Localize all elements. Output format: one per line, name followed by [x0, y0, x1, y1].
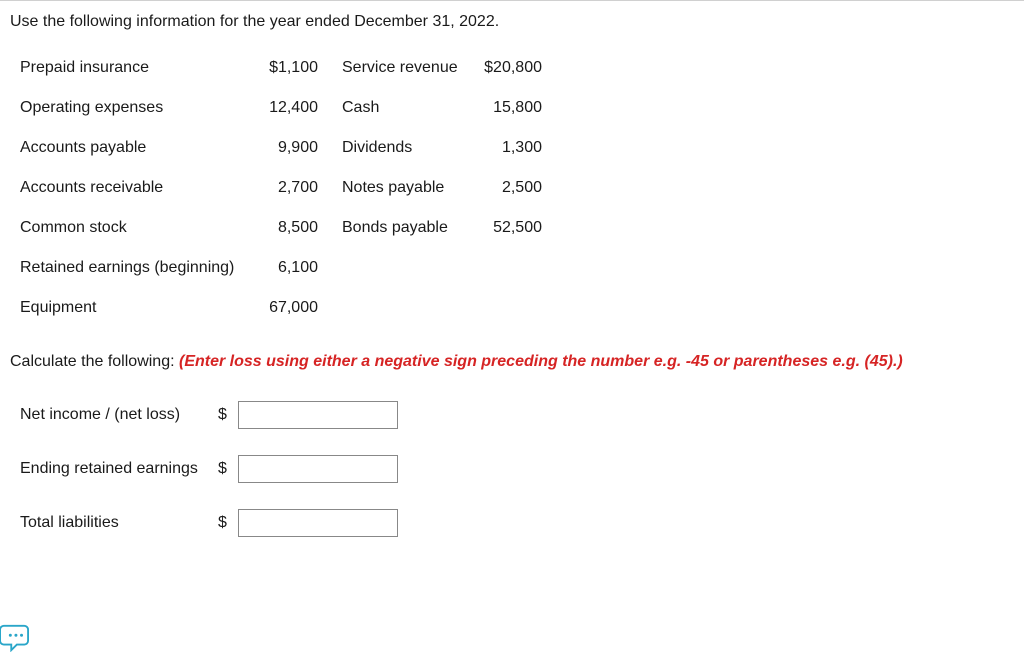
account-value: 8,500: [240, 219, 318, 237]
table-row: Accounts payable 9,900 Dividends 1,300: [20, 139, 1016, 157]
account-label: Common stock: [20, 219, 240, 237]
account-label: Service revenue: [342, 59, 472, 77]
currency-symbol: $: [218, 460, 238, 478]
net-income-input[interactable]: [238, 401, 398, 429]
table-row: Operating expenses 12,400 Cash 15,800: [20, 99, 1016, 117]
account-label: Notes payable: [342, 179, 472, 197]
calc-prefix: Calculate the following:: [10, 353, 179, 370]
table-row: Prepaid insurance $1,100 Service revenue…: [20, 59, 1016, 77]
account-value: 9,900: [240, 139, 318, 157]
account-value: 1,300: [472, 139, 542, 157]
account-label: Dividends: [342, 139, 472, 157]
table-row: Accounts receivable 2,700 Notes payable …: [20, 179, 1016, 197]
table-row: Retained earnings (beginning) 6,100: [20, 259, 1016, 277]
account-label: Accounts receivable: [20, 179, 240, 197]
currency-symbol: $: [218, 514, 238, 532]
answer-label: Total liabilities: [20, 514, 218, 532]
intro-text: Use the following information for the ye…: [10, 13, 1016, 31]
account-label: Operating expenses: [20, 99, 240, 117]
currency-symbol: $: [218, 406, 238, 424]
account-value: 12,400: [240, 99, 318, 117]
account-label: Cash: [342, 99, 472, 117]
answer-row: Total liabilities $: [20, 509, 1016, 537]
account-value: 67,000: [240, 299, 318, 317]
question-container: Use the following information for the ye…: [0, 0, 1024, 537]
account-value: 6,100: [240, 259, 318, 277]
account-label: Retained earnings (beginning): [20, 259, 240, 277]
ending-retained-earnings-input[interactable]: [238, 455, 398, 483]
answer-label: Ending retained earnings: [20, 460, 218, 478]
calc-hint: (Enter loss using either a negative sign…: [179, 353, 903, 370]
account-value: $20,800: [472, 59, 542, 77]
account-value: 15,800: [472, 99, 542, 117]
table-row: Common stock 8,500 Bonds payable 52,500: [20, 219, 1016, 237]
calculate-instruction: Calculate the following: (Enter loss usi…: [10, 353, 1016, 371]
answer-row: Net income / (net loss) $: [20, 401, 1016, 429]
account-value: 2,500: [472, 179, 542, 197]
answer-row: Ending retained earnings $: [20, 455, 1016, 483]
account-label: Prepaid insurance: [20, 59, 240, 77]
table-row: Equipment 67,000: [20, 299, 1016, 317]
chat-bubble-icon[interactable]: [0, 624, 30, 652]
account-value: 52,500: [472, 219, 542, 237]
answer-label: Net income / (net loss): [20, 406, 218, 424]
account-label: Bonds payable: [342, 219, 472, 237]
account-value: 2,700: [240, 179, 318, 197]
account-label: Accounts payable: [20, 139, 240, 157]
total-liabilities-input[interactable]: [238, 509, 398, 537]
account-label: Equipment: [20, 299, 240, 317]
given-data-table: Prepaid insurance $1,100 Service revenue…: [20, 59, 1016, 317]
answer-block: Net income / (net loss) $ Ending retaine…: [20, 401, 1016, 537]
account-value: $1,100: [240, 59, 318, 77]
